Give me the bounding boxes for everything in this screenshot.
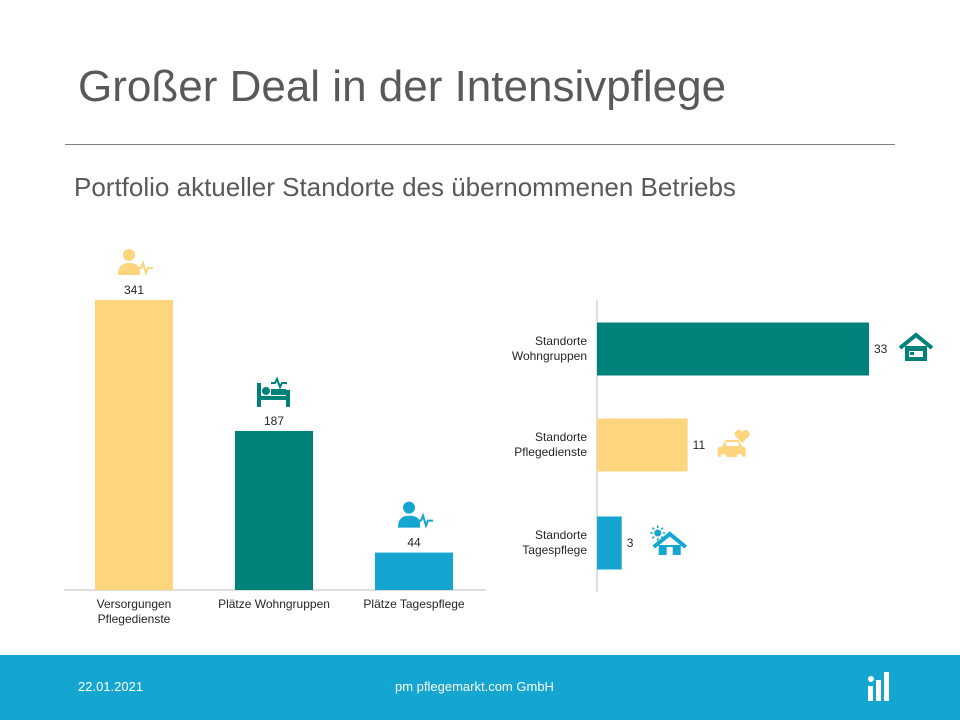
bar-2 — [597, 418, 688, 472]
caregiver-icon — [398, 501, 433, 529]
category-label-2: Pflegedienste — [514, 445, 587, 459]
category-label-1: Standorte — [535, 334, 587, 348]
category-label-3: Tagespflege — [522, 543, 587, 557]
bar-3 — [597, 516, 622, 570]
footer-bar: 22.01.2021 pm pflegemarkt.com GmbH — [0, 655, 960, 720]
caregiver-icon — [118, 249, 153, 277]
car-heart-icon — [717, 430, 750, 460]
horizontal-bar-chart: 33StandorteWohngruppen11StandortePfleged… — [512, 300, 934, 592]
category-label-3: Standorte — [535, 528, 587, 542]
title-divider — [65, 144, 895, 145]
hospital-bed-icon — [257, 376, 290, 407]
category-label-1: Versorgungen — [97, 597, 172, 611]
category-label-2: Standorte — [535, 430, 587, 444]
bar-2 — [235, 430, 313, 590]
data-label-2: 11 — [693, 438, 706, 452]
data-label-1: 33 — [874, 342, 888, 356]
page-title: Großer Deal in der Intensivpflege — [78, 62, 727, 111]
category-label-1: Wohngruppen — [512, 349, 587, 363]
footer-date: 22.01.2021 — [78, 679, 144, 694]
bar-1 — [95, 300, 173, 590]
bar-3 — [375, 552, 453, 590]
house-bed-icon — [898, 332, 934, 361]
house-sun-icon — [650, 525, 687, 555]
bar-1 — [597, 322, 869, 376]
data-label-2: 187 — [264, 414, 284, 428]
page-subtitle: Portfolio aktueller Standorte des überno… — [74, 172, 736, 202]
category-label-1: Pflegedienste — [98, 612, 171, 626]
category-label-3: Plätze Tagespflege — [363, 597, 465, 611]
footer-company: pm pflegemarkt.com GmbH — [395, 679, 554, 694]
data-label-3: 3 — [627, 536, 634, 550]
data-label-1: 341 — [124, 283, 144, 297]
category-label-2: Plätze Wohngruppen — [218, 597, 330, 611]
pflegemarkt-logo-icon — [868, 672, 889, 701]
data-label-3: 44 — [407, 536, 421, 550]
